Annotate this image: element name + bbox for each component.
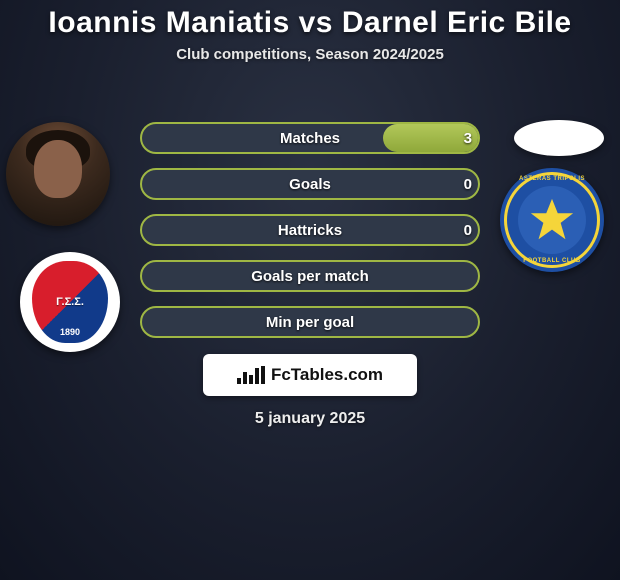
infographic-container: Ioannis Maniatis vs Darnel Eric Bile Clu…	[0, 0, 620, 63]
stat-label: Goals per match	[140, 260, 480, 292]
club-badge-left: Γ.Σ.Σ. 1890	[20, 252, 120, 352]
branding-badge: FcTables.com	[203, 354, 417, 396]
stat-value-right: 0	[442, 214, 482, 246]
bar-chart-icon	[237, 366, 265, 384]
star-icon	[528, 196, 576, 244]
stat-value-right: 3	[442, 122, 482, 154]
player-photo-right-blank	[514, 120, 604, 156]
page-subtitle: Club competitions, Season 2024/2025	[0, 46, 620, 63]
stat-label: Matches	[140, 122, 480, 154]
stats-bars: Matches3Goals0Hattricks0Goals per matchM…	[140, 122, 480, 352]
infographic-date: 5 january 2025	[0, 410, 620, 428]
club-badge-left-shield: Γ.Σ.Σ. 1890	[32, 261, 108, 343]
club-badge-left-initials: Γ.Σ.Σ.	[56, 296, 84, 308]
stat-row: Hattricks0	[140, 214, 480, 246]
branding-label: FcTables.com	[271, 365, 383, 385]
club-badge-right: ASTERAS TRIPOLIS FOOTBALL CLUB	[500, 168, 604, 272]
stat-value-right: 0	[442, 168, 482, 200]
stat-label: Hattricks	[140, 214, 480, 246]
stat-row: Min per goal	[140, 306, 480, 338]
player-photo-left	[6, 122, 110, 226]
stat-row: Goals per match	[140, 260, 480, 292]
club-badge-left-year: 1890	[32, 327, 108, 337]
club-badge-right-bottom-text: FOOTBALL CLUB	[500, 258, 604, 264]
page-title: Ioannis Maniatis vs Darnel Eric Bile	[0, 6, 620, 40]
stat-row: Goals0	[140, 168, 480, 200]
stat-label: Min per goal	[140, 306, 480, 338]
stat-row: Matches3	[140, 122, 480, 154]
stat-label: Goals	[140, 168, 480, 200]
club-badge-right-top-text: ASTERAS TRIPOLIS	[500, 176, 604, 182]
